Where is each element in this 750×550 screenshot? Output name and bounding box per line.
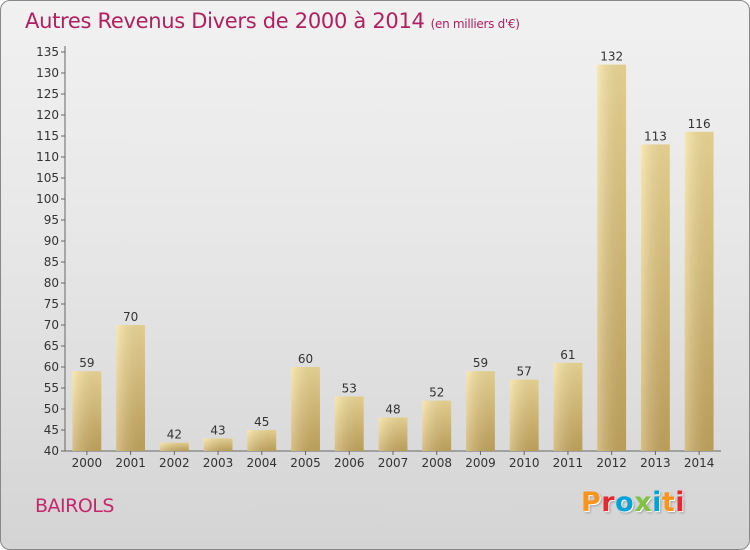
y-tick-label: 80 [44, 276, 59, 290]
logo-letter: i [675, 487, 686, 518]
logo-letter: i [652, 487, 662, 518]
bar-shade [291, 367, 320, 451]
data-label: 116 [688, 117, 711, 131]
bar-shade [334, 396, 364, 451]
y-tick-label: 50 [44, 402, 59, 416]
y-tick-label: 65 [44, 339, 59, 353]
data-label: 45 [254, 415, 269, 429]
proxiti-logo[interactable]: Proxiti [581, 487, 685, 518]
data-label: 60 [298, 352, 313, 366]
data-label: 59 [79, 356, 94, 370]
x-tick-label: 2003 [203, 456, 234, 470]
data-label: 43 [210, 423, 225, 437]
data-label: 59 [473, 356, 488, 370]
x-tick-label: 2011 [553, 456, 584, 470]
bar-shade [422, 400, 452, 451]
data-label: 57 [517, 365, 532, 379]
data-label: 42 [167, 428, 182, 442]
x-tick-label: 2013 [640, 456, 671, 470]
y-tick-label: 75 [44, 297, 59, 311]
x-tick-label: 2001 [115, 456, 146, 470]
chart-title-line: Autres Revenus Divers de 2000 à 2014 (en … [25, 9, 520, 33]
y-tick-label: 95 [44, 213, 59, 227]
data-label: 113 [644, 129, 667, 143]
x-tick-label: 2005 [290, 456, 321, 470]
bar-shade [247, 430, 277, 451]
y-tick-label: 110 [36, 150, 59, 164]
bar-shade [378, 417, 408, 451]
logo-letter: t [661, 487, 676, 518]
y-tick-label: 70 [44, 318, 59, 332]
x-tick-label: 2008 [421, 456, 452, 470]
bar-shade [466, 371, 495, 451]
bar-shade [72, 371, 102, 451]
logo-letter: r [601, 487, 616, 518]
y-tick-label: 40 [44, 444, 59, 458]
data-label: 132 [600, 50, 623, 64]
bar-shade [116, 325, 146, 451]
y-tick-label: 90 [44, 234, 59, 248]
y-tick-label: 85 [44, 255, 59, 269]
bar-shade [597, 64, 627, 451]
x-tick-label: 2002 [159, 456, 190, 470]
y-tick-label: 130 [36, 66, 59, 80]
y-tick-label: 60 [44, 360, 59, 374]
data-label: 70 [123, 310, 138, 324]
y-tick-label: 55 [44, 381, 59, 395]
x-tick-label: 2012 [596, 456, 627, 470]
x-tick-label: 2006 [334, 456, 365, 470]
x-tick-label: 2000 [72, 456, 103, 470]
y-tick-label: 115 [36, 129, 59, 143]
y-tick-label: 135 [36, 45, 59, 59]
data-label: 53 [342, 381, 357, 395]
y-tick-label: 120 [36, 108, 59, 122]
data-label: 48 [385, 402, 400, 416]
logo-letter: P [581, 487, 602, 518]
x-tick-label: 2009 [465, 456, 496, 470]
x-tick-label: 2007 [378, 456, 409, 470]
place-name: BAIROLS [35, 495, 114, 517]
bar-shade [640, 144, 670, 451]
chart-title: Autres Revenus Divers de 2000 à 2014 [25, 9, 425, 33]
x-tick-label: 2010 [509, 456, 540, 470]
data-label: 61 [560, 348, 575, 362]
bar-shade [509, 379, 539, 451]
bar-shade [159, 442, 189, 451]
data-label: 52 [429, 386, 444, 400]
bar-shade [553, 362, 583, 451]
x-tick-label: 2004 [247, 456, 278, 470]
y-tick-label: 100 [36, 192, 59, 206]
bar-shade [684, 131, 714, 452]
y-tick-label: 45 [44, 423, 59, 437]
y-tick-label: 105 [36, 171, 59, 185]
logo-letter: x [634, 487, 653, 518]
logo-letter: o [615, 487, 635, 518]
x-tick-label: 2014 [684, 456, 715, 470]
y-tick-label: 125 [36, 87, 59, 101]
bar-shade [203, 438, 233, 451]
chart-subtitle: (en milliers d'€) [430, 17, 520, 31]
